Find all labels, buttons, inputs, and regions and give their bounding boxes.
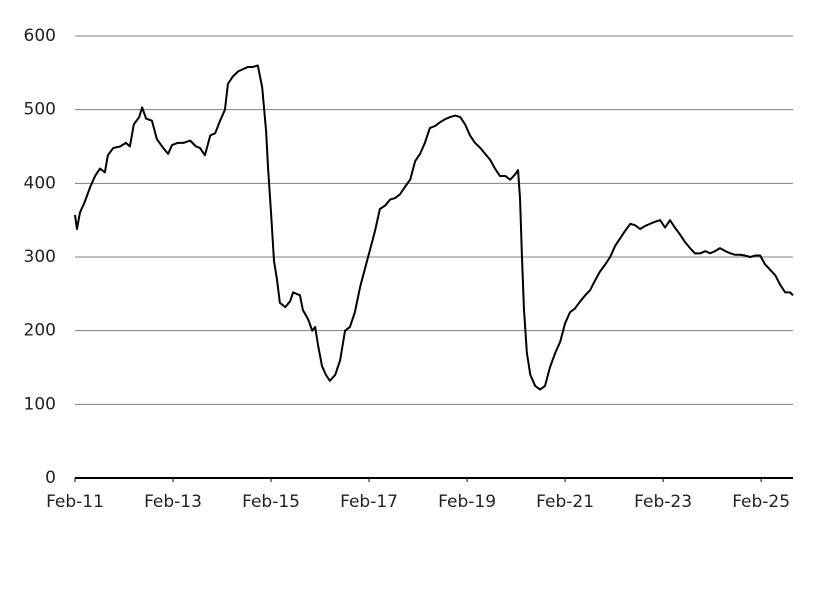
y-tick-label: 100: [24, 394, 56, 414]
x-tick-label: Feb-11: [46, 492, 104, 512]
x-tick-label: Feb-15: [242, 492, 300, 512]
x-tick-label: Feb-21: [536, 492, 594, 512]
y-tick-label: 300: [24, 247, 56, 267]
y-tick-label: 600: [24, 26, 56, 46]
y-tick-label: 0: [45, 468, 56, 488]
data-line: [74, 64, 794, 391]
x-tick-label: Feb-19: [438, 492, 496, 512]
x-tick-label: Feb-23: [634, 492, 692, 512]
x-tick-label: Feb-25: [732, 492, 790, 512]
y-tick-label: 400: [24, 173, 56, 193]
x-tick-label: Feb-13: [144, 492, 202, 512]
y-tick-label: 200: [24, 321, 56, 341]
y-tick-label: 500: [24, 100, 56, 120]
x-tick-label: Feb-17: [340, 492, 398, 512]
